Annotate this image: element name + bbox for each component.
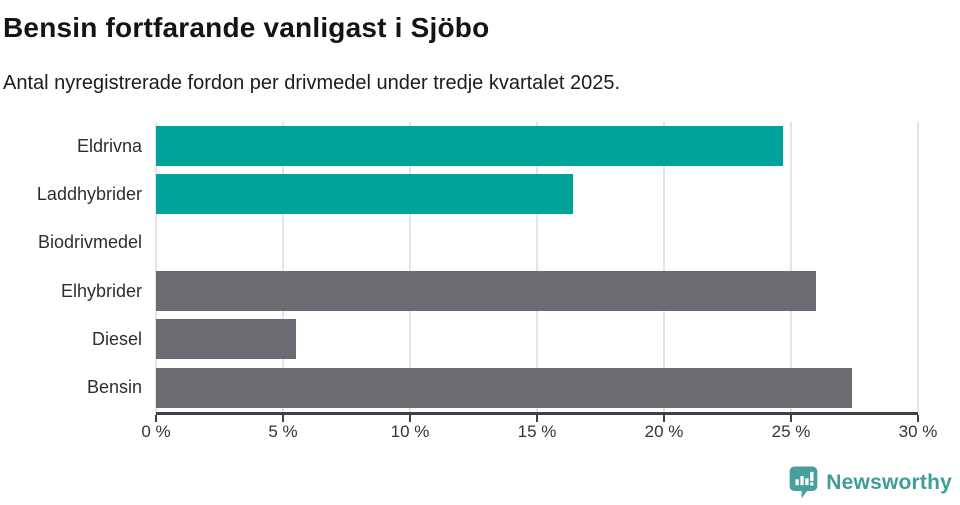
plot-area: Eldrivna Laddhybrider Biodrivmedel Elhybrid… xyxy=(0,122,960,412)
category-label-eldrivna: Eldrivna xyxy=(76,135,142,156)
x-tick-label: 20 % xyxy=(644,422,684,441)
brand-name: Newsworthy xyxy=(826,470,952,494)
gridlines xyxy=(155,122,919,412)
x-tick xyxy=(663,415,665,422)
bar-track xyxy=(156,122,918,170)
gridline xyxy=(155,122,157,412)
x-tick xyxy=(282,415,284,422)
category-label-elhybrider: Elhybrider xyxy=(60,280,142,301)
bar-elhybrider xyxy=(156,271,817,312)
gridline xyxy=(790,122,792,412)
bar-chart: Eldrivna Laddhybrider Biodrivmedel Elhybrid… xyxy=(0,122,960,448)
x-tick-label: 15 % xyxy=(517,422,557,441)
x-tick-label: 30 % xyxy=(898,422,938,441)
chart-row: Eldrivna xyxy=(0,122,960,170)
chart-row: Laddhybrider xyxy=(0,170,960,218)
x-tick-label: 0 % xyxy=(141,422,171,441)
gridline xyxy=(917,122,919,412)
x-tick xyxy=(409,415,411,422)
bar-laddhybrider xyxy=(156,174,573,215)
bar-track xyxy=(156,364,918,412)
bar-track xyxy=(156,267,918,315)
chart-row: Elhybrider xyxy=(0,267,960,315)
gridline xyxy=(536,122,538,412)
category-label-diesel: Diesel xyxy=(91,328,142,349)
chart-subtitle: Antal nyregistrerade fordon per drivmede… xyxy=(3,72,621,94)
bar-diesel xyxy=(156,319,296,360)
x-tick-label: 25 % xyxy=(771,422,811,441)
x-tick xyxy=(790,415,792,422)
chart-rows: Eldrivna Laddhybrider Biodrivmedel Elhybrid… xyxy=(0,122,960,412)
bar-track xyxy=(156,170,918,218)
bar-track xyxy=(156,219,918,267)
x-tick-label: 10 % xyxy=(390,422,430,441)
chart-row: Diesel xyxy=(0,315,960,363)
chart-row: Bensin xyxy=(0,364,960,412)
x-tick xyxy=(155,415,157,422)
x-axis-line xyxy=(155,412,919,422)
bar-eldrivna xyxy=(156,126,784,167)
bar-track xyxy=(156,315,918,363)
chart-title: Bensin fortfarande vanligast i Sjöbo xyxy=(3,12,490,43)
category-label-bensin: Bensin xyxy=(86,377,142,398)
gridline xyxy=(282,122,284,412)
x-axis-labels: 0 % 5 % 10 % 15 % 20 % 25 % 30 % xyxy=(141,422,937,448)
x-tick xyxy=(917,415,919,422)
newsworthy-logo-icon xyxy=(789,466,818,499)
brand-footer: Newsworthy xyxy=(789,466,952,499)
x-tick-label: 5 % xyxy=(268,422,298,441)
gridline xyxy=(663,122,665,412)
bar-bensin xyxy=(156,367,852,408)
x-tick xyxy=(536,415,538,422)
category-label-laddhybrider: Laddhybrider xyxy=(36,183,142,204)
gridline xyxy=(409,122,411,412)
chart-row: Biodrivmedel xyxy=(0,219,960,267)
category-label-biodrivmedel: Biodrivmedel xyxy=(37,232,142,253)
